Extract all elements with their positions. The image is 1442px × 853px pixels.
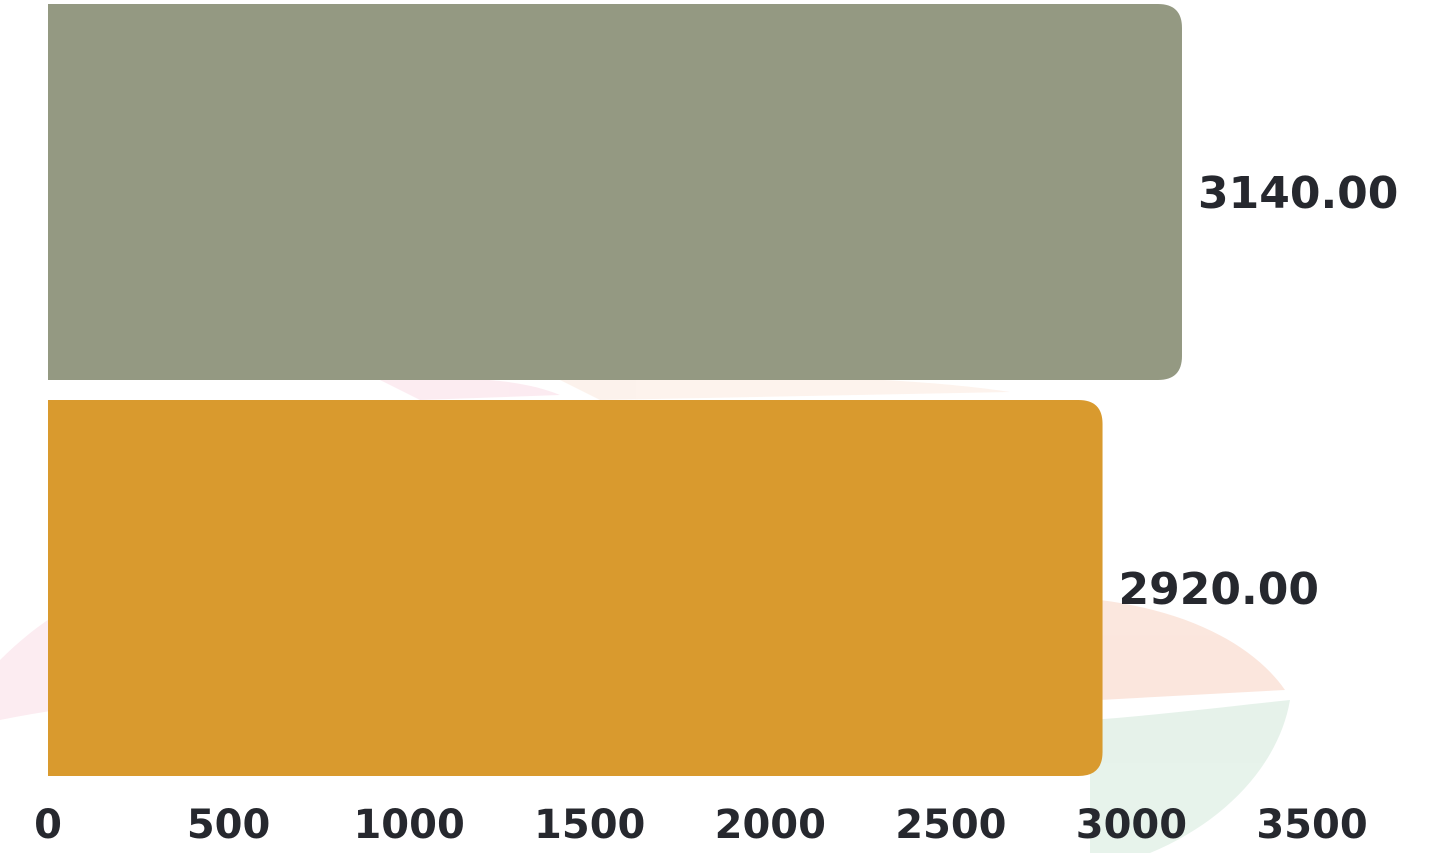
x-tick-label: 0 — [34, 802, 62, 848]
x-tick-label: 1000 — [353, 802, 464, 848]
bar-2 — [48, 400, 1103, 776]
bars-layer — [48, 4, 1182, 776]
x-tick-label: 2500 — [895, 802, 1006, 848]
watermark-orange-shape — [1100, 600, 1285, 700]
x-tick-label: 500 — [187, 802, 271, 848]
value-labels-layer: 3140.00 2920.00 — [1119, 168, 1399, 615]
value-label-1: 3140.00 — [1198, 168, 1398, 219]
bar-1 — [48, 4, 1182, 380]
x-tick-label: 3000 — [1076, 802, 1187, 848]
x-tick-label: 3500 — [1256, 802, 1367, 848]
x-axis-ticks: 0 500 1000 1500 2000 2500 3000 3500 — [34, 802, 1368, 848]
watermark-peach-top-shape — [560, 375, 1010, 400]
watermark-pink-top-shape — [380, 377, 560, 400]
value-label-2: 2920.00 — [1119, 564, 1319, 615]
watermark-green-shape — [1090, 700, 1290, 853]
x-tick-label: 1500 — [534, 802, 645, 848]
x-tick-label: 2000 — [715, 802, 826, 848]
